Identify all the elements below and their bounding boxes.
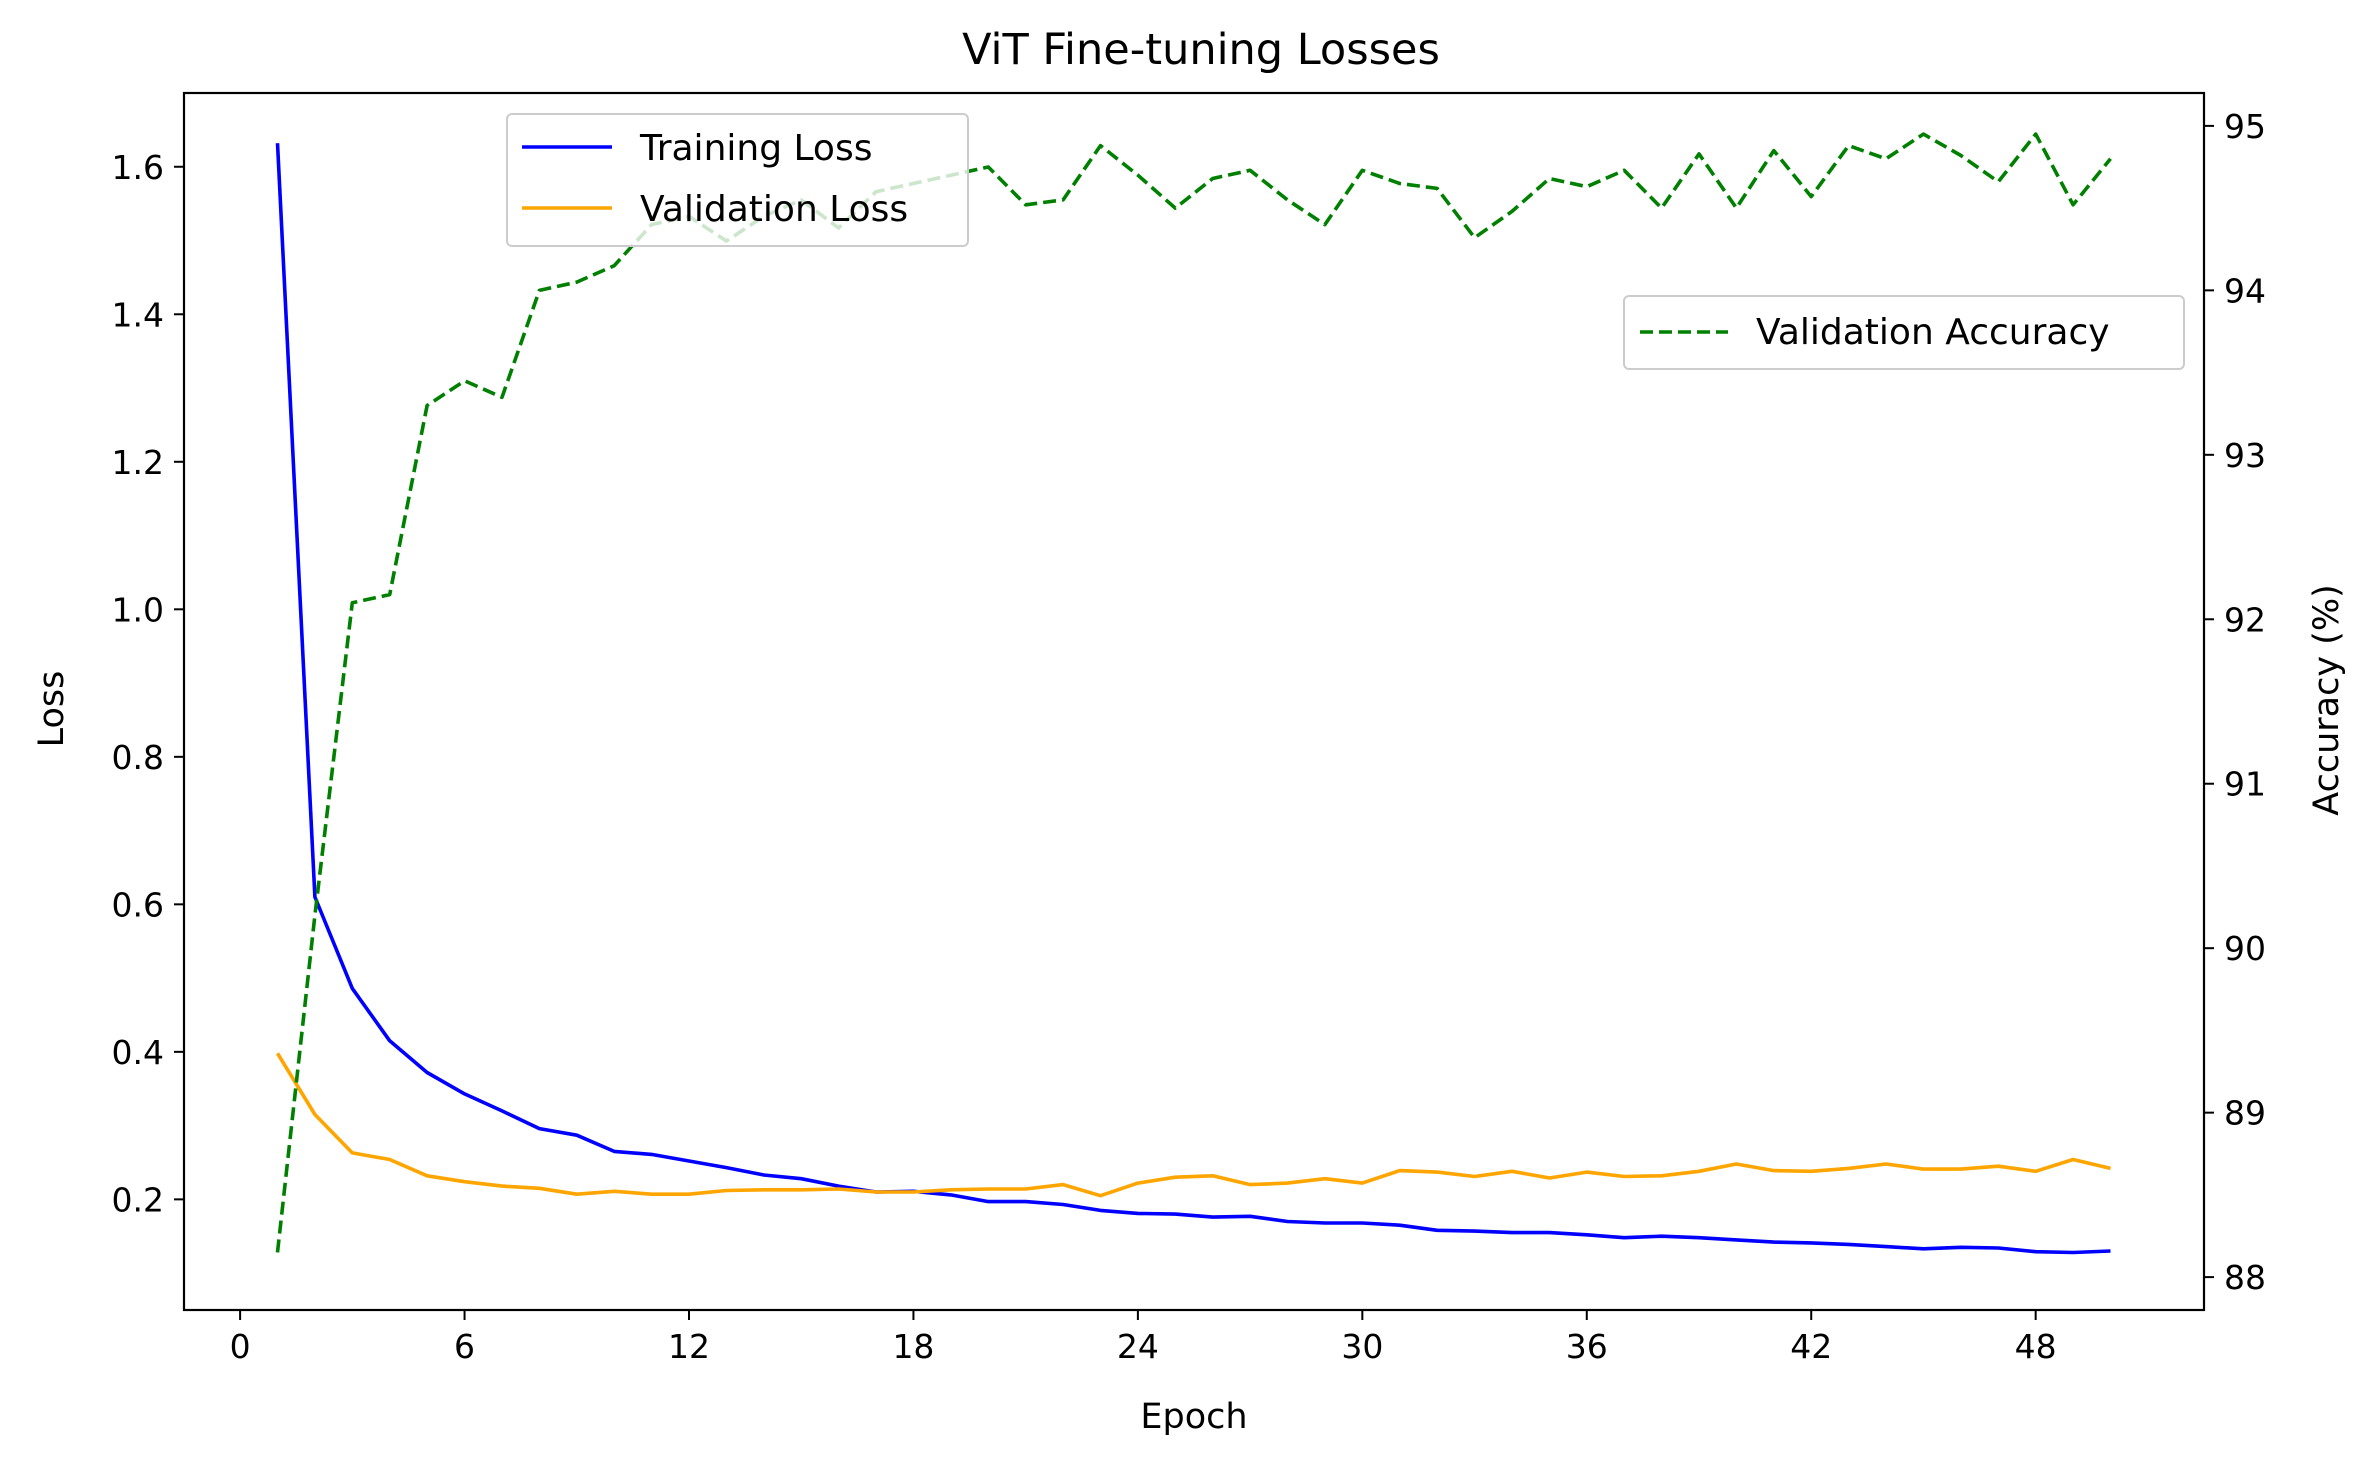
x-tick-label: 30 [1341, 1327, 1383, 1366]
y2-tick-label: 89 [2224, 1094, 2266, 1133]
y2-tick-label: 88 [2224, 1258, 2266, 1297]
legend-losses: Training Loss Validation Loss [506, 113, 969, 247]
y2-tick-label: 94 [2224, 271, 2266, 310]
legend-validation-accuracy-label: Validation Accuracy [1756, 312, 2110, 353]
y-tick-label: 0.2 [112, 1180, 164, 1219]
chart-title: ViT Fine-tuning Losses [962, 25, 1440, 75]
series-line-validation-accuracy [275, 132, 2112, 1253]
y-tick-label: 1.4 [112, 295, 164, 334]
y2-tick-label: 92 [2224, 600, 2266, 639]
series-layer [275, 132, 2112, 1255]
y2-axis-ticks: 88 89 90 91 92 93 94 95 [2204, 107, 2266, 1297]
legend-losses-frame [506, 113, 969, 247]
x-tick-label: 0 [230, 1327, 251, 1366]
x-tick-label: 18 [892, 1327, 934, 1366]
y2-axis-label: Accuracy (%) [2307, 584, 2347, 815]
y-axis-label: Loss [32, 671, 72, 748]
legend-accuracy: Validation Accuracy [1623, 295, 2185, 370]
x-tick-label: 48 [2015, 1327, 2057, 1366]
x-tick-label: 36 [1566, 1327, 1608, 1366]
series-line-training-loss [275, 143, 2111, 1255]
y-axis-ticks: 0.2 0.4 0.6 0.8 1.0 1.2 1.4 1.6 [112, 148, 184, 1219]
x-tick-label: 12 [668, 1327, 710, 1366]
x-tick-label: 42 [1790, 1327, 1832, 1366]
y-tick-label: 0.8 [112, 738, 164, 777]
y2-tick-label: 93 [2224, 436, 2266, 475]
plot-frame [182, 91, 2206, 1312]
y2-tick-label: 95 [2224, 107, 2266, 146]
y2-tick-label: 91 [2224, 765, 2266, 804]
legend-accuracy-frame [1623, 295, 2185, 370]
y-tick-label: 1.0 [112, 590, 164, 629]
x-tick-label: 6 [454, 1327, 475, 1366]
y-tick-label: 1.6 [112, 148, 164, 187]
y-tick-label: 0.6 [112, 885, 164, 924]
y-tick-label: 0.4 [112, 1033, 164, 1072]
y-tick-label: 1.2 [112, 443, 164, 482]
x-tick-label: 24 [1117, 1327, 1159, 1366]
y2-tick-label: 90 [2224, 929, 2266, 968]
legend-validation-loss-label: Validation Loss [640, 189, 908, 230]
x-axis-label: Epoch [1140, 1397, 1247, 1437]
x-axis-ticks: 0 6 12 18 24 30 36 42 48 [230, 1310, 2057, 1366]
legend-training-loss-label: Training Loss [639, 128, 872, 169]
series-line-validation-loss [275, 1052, 2111, 1198]
